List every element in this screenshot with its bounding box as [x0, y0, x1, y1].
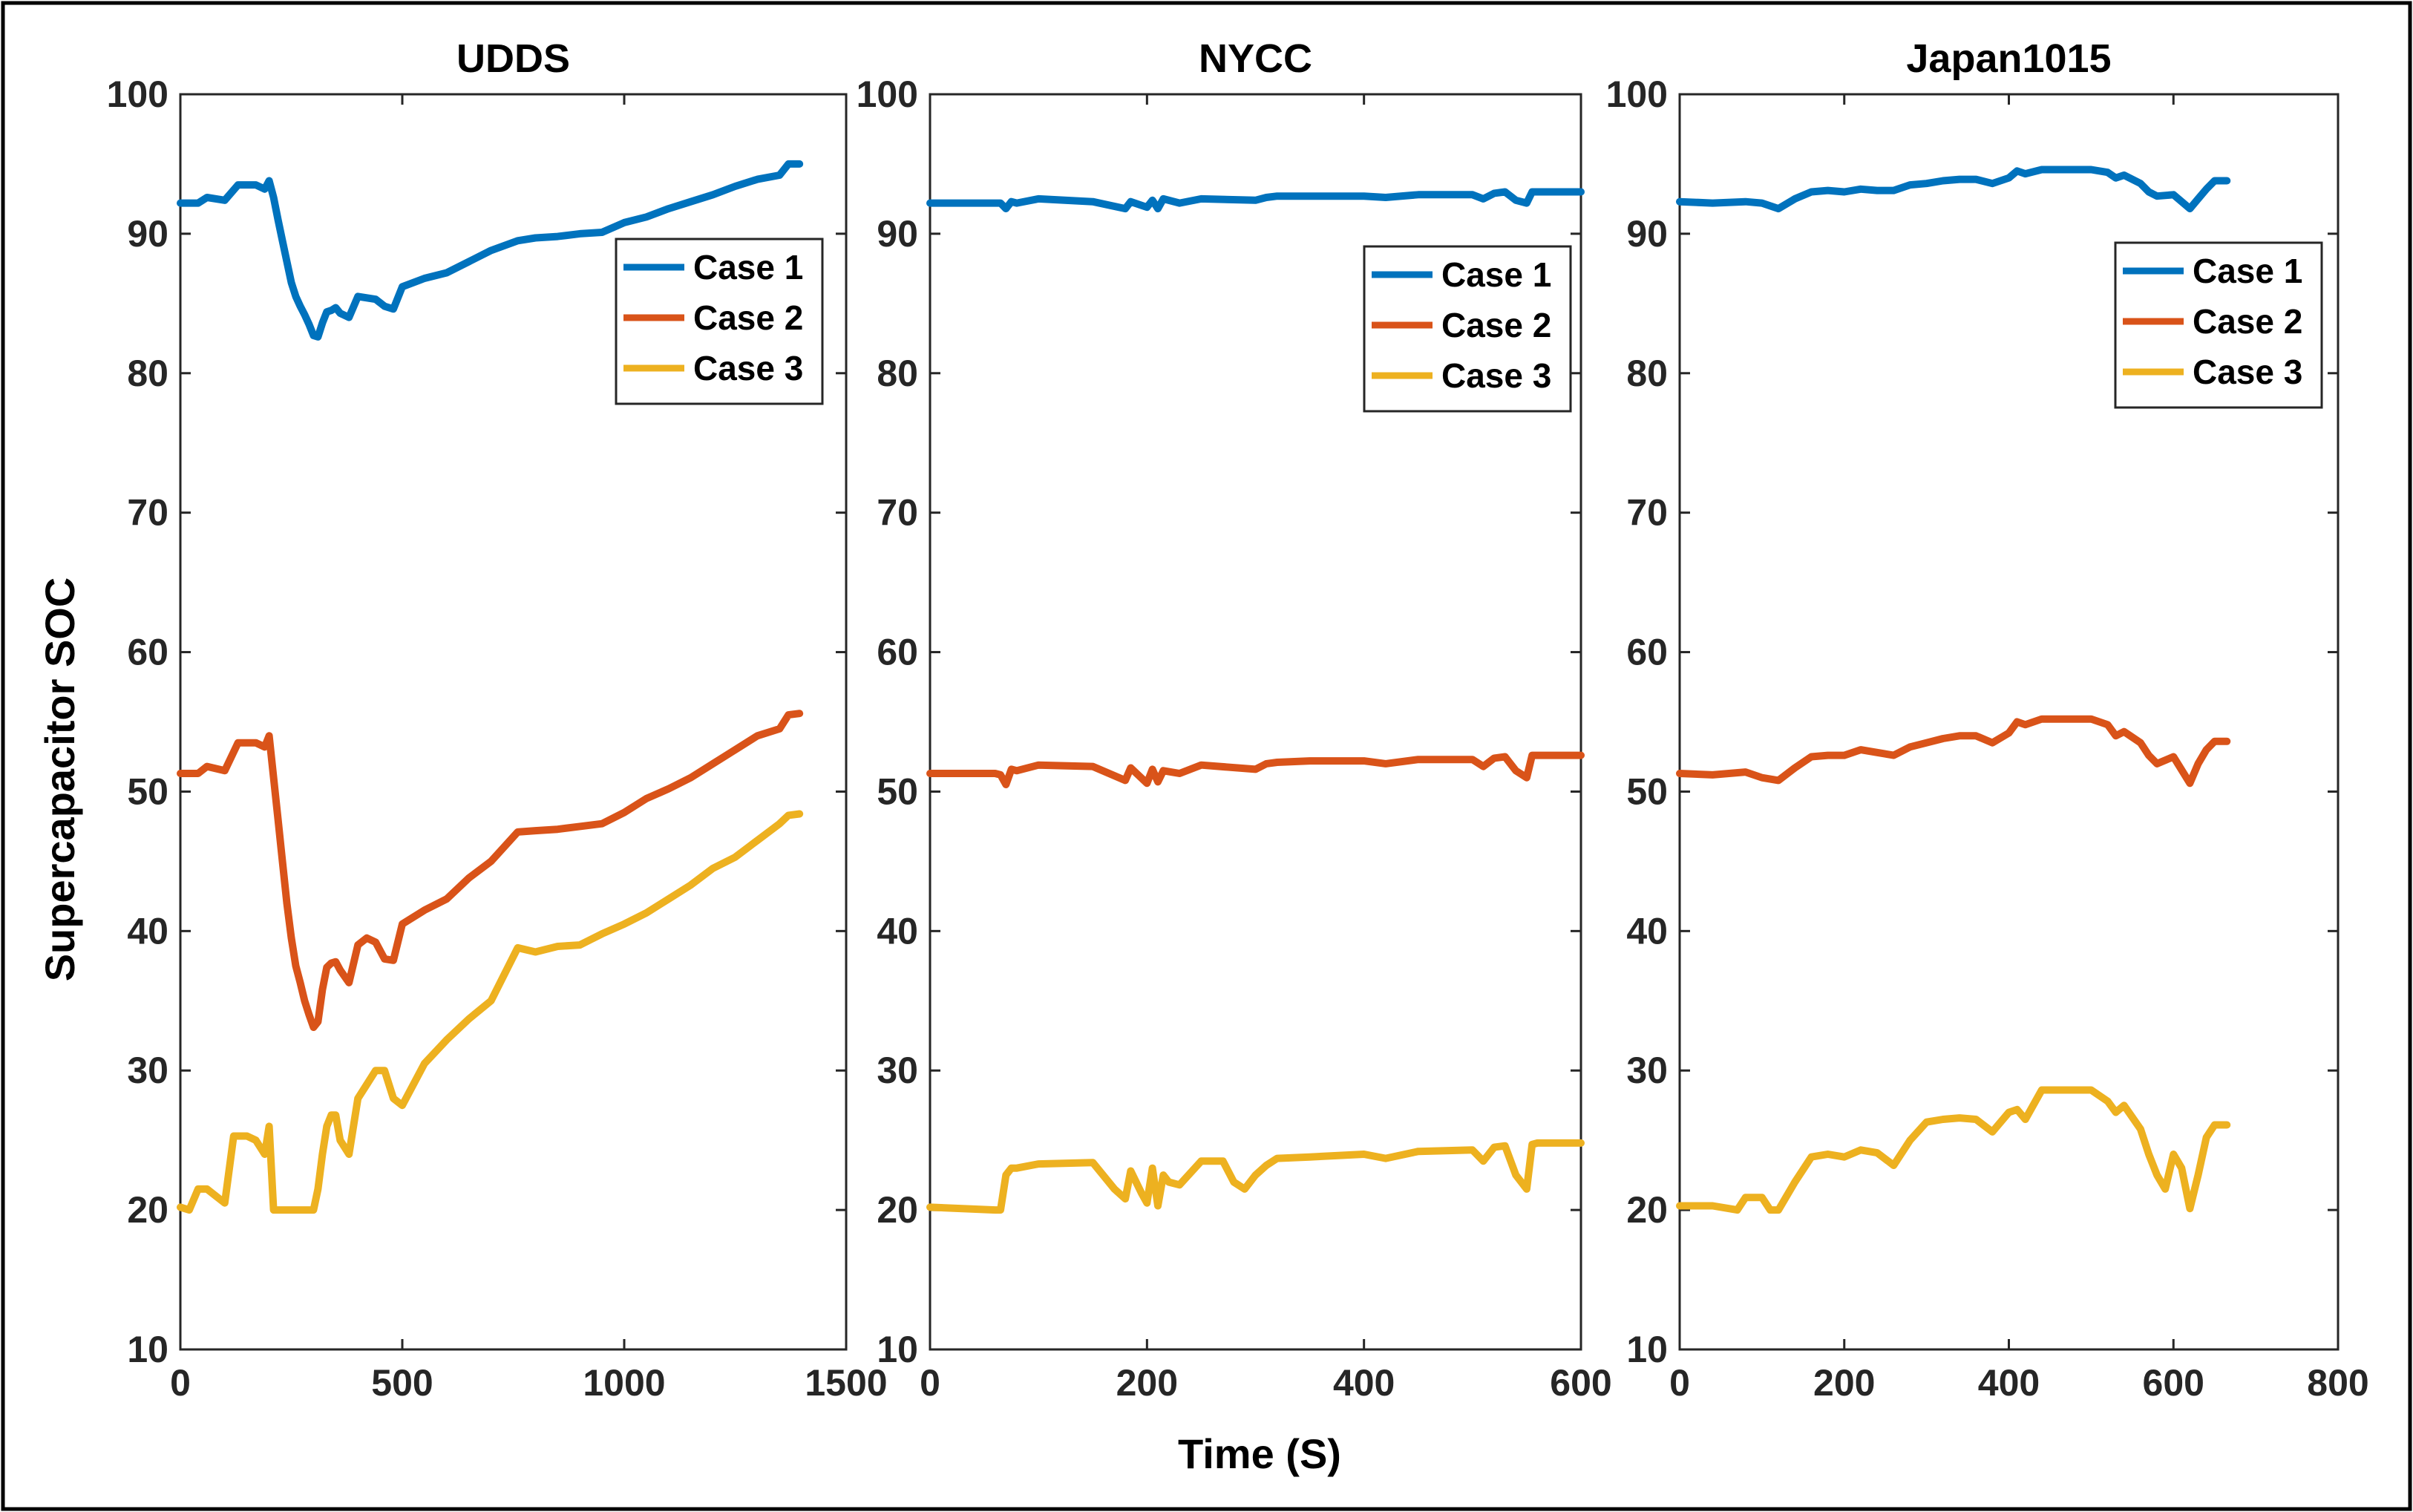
- y-tick-label: 40: [1626, 910, 1668, 952]
- y-tick-label: 80: [127, 353, 168, 394]
- x-tick-label: 800: [2307, 1362, 2368, 1404]
- legend-label: Case 2: [2193, 302, 2302, 341]
- x-tick-label: 400: [1978, 1362, 2040, 1404]
- y-tick-label: 40: [127, 910, 168, 952]
- x-tick-label: 200: [1116, 1362, 1178, 1404]
- y-tick-label: 60: [1626, 632, 1668, 673]
- legend-label: Case 1: [693, 248, 803, 287]
- x-tick-label: 1000: [583, 1362, 665, 1404]
- legend: Case 1 Case 2 Case 3: [1363, 245, 1572, 413]
- legend-label: Case 3: [693, 349, 803, 387]
- y-tick-label: 30: [127, 1050, 168, 1091]
- y-tick-label: 20: [1626, 1189, 1668, 1231]
- y-tick-label: 70: [877, 492, 918, 534]
- y-tick-label: 50: [1626, 770, 1668, 812]
- x-tick-label: 0: [1669, 1362, 1690, 1404]
- x-tick-label: 0: [170, 1362, 191, 1404]
- legend-label: Case 3: [1441, 356, 1551, 395]
- series-line-case-1: [1676, 166, 2231, 213]
- series-line-case-1: [177, 160, 804, 341]
- y-tick-label: 30: [877, 1050, 918, 1091]
- x-tick-label: 400: [1333, 1362, 1395, 1404]
- y-tick-label: 100: [1606, 73, 1668, 115]
- y-tick-label: 10: [877, 1329, 918, 1370]
- legend: Case 1 Case 2 Case 3: [615, 238, 824, 405]
- y-tick-label: 50: [877, 770, 918, 812]
- legend: Case 1 Case 2 Case 3: [2114, 241, 2323, 409]
- y-tick-label: 80: [877, 353, 918, 394]
- series-line-case-3: [177, 810, 804, 1214]
- legend-label: Case 3: [2193, 353, 2302, 391]
- x-axis-label: Time (S): [1178, 1430, 1341, 1477]
- chart-title: NYCC: [1199, 36, 1312, 81]
- y-tick-label: 20: [127, 1189, 168, 1231]
- legend-label: Case 1: [1441, 255, 1551, 294]
- x-tick-label: 500: [371, 1362, 433, 1404]
- x-tick-label: 0: [920, 1362, 940, 1404]
- y-axis-label: Supercapacitor SOC: [36, 577, 83, 982]
- series-line-case-2: [1676, 715, 2231, 788]
- legend-label: Case 2: [1441, 306, 1551, 344]
- chart-title: Japan1015: [1906, 36, 2111, 81]
- series-line-case-3: [926, 1139, 1585, 1214]
- chart-title: UDDS: [456, 36, 570, 81]
- y-tick-label: 40: [877, 910, 918, 952]
- y-tick-label: 100: [857, 73, 918, 115]
- series-line-case-2: [177, 710, 804, 1031]
- x-tick-label: 200: [1813, 1362, 1875, 1404]
- series-line-case-2: [926, 751, 1585, 788]
- y-tick-label: 60: [127, 632, 168, 673]
- y-tick-label: 70: [1626, 492, 1668, 534]
- y-tick-label: 90: [1626, 213, 1668, 255]
- series-line-case-1: [926, 188, 1585, 213]
- y-tick-label: 10: [1626, 1329, 1668, 1370]
- y-tick-label: 60: [877, 632, 918, 673]
- series-line-case-3: [1676, 1086, 2231, 1214]
- legend-label: Case 2: [693, 298, 803, 337]
- y-tick-label: 100: [107, 73, 168, 115]
- y-tick-label: 80: [1626, 353, 1668, 394]
- y-tick-label: 30: [1626, 1050, 1668, 1091]
- y-tick-label: 20: [877, 1189, 918, 1231]
- legend-label: Case 1: [2193, 252, 2302, 290]
- chart-panel-3: Japan1015 10 20 30 40 50 60 70 80 90 100 0 200 400 600…: [1606, 36, 2369, 1404]
- x-tick-label: 600: [1550, 1362, 1611, 1404]
- y-tick-label: 90: [877, 213, 918, 255]
- x-tick-label: 1500: [805, 1362, 887, 1404]
- y-tick-label: 90: [127, 213, 168, 255]
- x-tick-label: 600: [2143, 1362, 2204, 1404]
- y-tick-label: 50: [127, 770, 168, 812]
- chart-panel-2: NYCC 10 20 30 40 50 60 70 80 90 100 0 200 400 600 Case …: [857, 36, 1612, 1404]
- y-tick-label: 70: [127, 492, 168, 534]
- y-tick-label: 10: [127, 1329, 168, 1370]
